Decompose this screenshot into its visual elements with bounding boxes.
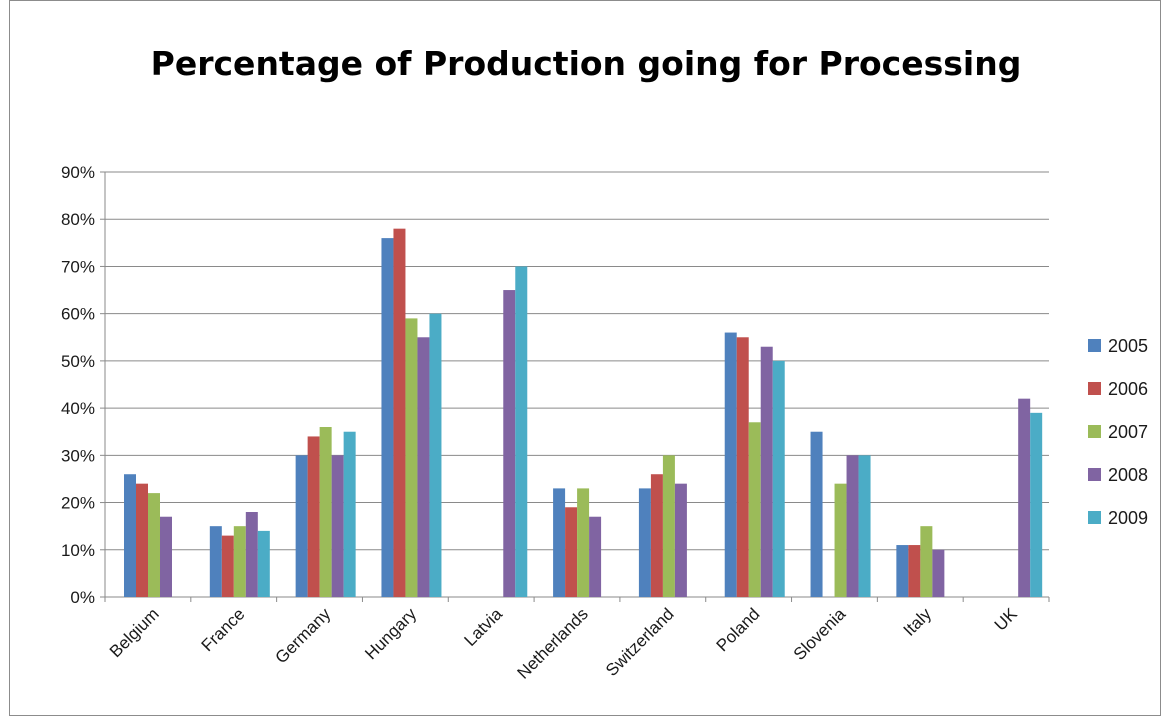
y-tick-label: 60% (61, 305, 95, 324)
bar (343, 431, 356, 597)
y-tick-label: 90% (61, 163, 95, 182)
bar (772, 360, 785, 597)
chart-title: Percentage of Production going for Proce… (151, 44, 1022, 83)
chart-frame: Percentage of Production going for Proce… (9, 0, 1161, 716)
bar (565, 507, 578, 597)
legend-label: 2005 (1108, 336, 1148, 356)
x-tick-label: Belgium (106, 604, 163, 661)
bar (233, 526, 246, 597)
legend-label: 2007 (1108, 422, 1148, 442)
bar (417, 337, 430, 597)
bar-chart: Percentage of Production going for Proce… (61, 44, 1148, 683)
bar (160, 516, 172, 597)
bar (307, 436, 320, 597)
bar (650, 474, 663, 597)
y-tick-label: 70% (61, 257, 95, 276)
bar (381, 238, 394, 597)
bar (209, 526, 222, 597)
x-tick-label: Latvia (460, 604, 506, 650)
y-tick-label: 50% (61, 352, 95, 371)
bar (124, 474, 136, 597)
y-tick-label: 20% (61, 494, 95, 513)
bar (245, 512, 258, 597)
bar (393, 228, 406, 597)
bar (503, 290, 516, 597)
bar (760, 346, 773, 597)
x-tick-label: Netherlands (514, 604, 592, 682)
x-tick-label: Hungary (361, 604, 420, 663)
x-tick-label: Slovenia (790, 604, 850, 664)
bar (638, 488, 651, 597)
legend-swatch (1088, 425, 1101, 438)
x-tick-label: Italy (900, 604, 936, 640)
x-axis-ticks: Belgium France Germany Hungary Latvia Netherl… (104, 597, 1050, 683)
bar (920, 526, 933, 597)
bar (331, 455, 344, 597)
bar (1018, 398, 1031, 597)
bar (810, 431, 823, 597)
bar (429, 313, 442, 597)
legend-swatch (1088, 382, 1101, 395)
x-tick-label: Poland (713, 604, 764, 655)
legend-swatch (1088, 511, 1101, 524)
bars (124, 228, 1043, 597)
bar (858, 455, 871, 597)
x-tick-label: Germany (271, 604, 334, 667)
legend-label: 2009 (1108, 508, 1148, 528)
legend-label: 2006 (1108, 379, 1148, 399)
bar (577, 488, 590, 597)
bar (148, 493, 160, 597)
bar (295, 455, 308, 597)
bar (674, 483, 687, 597)
bar (932, 549, 945, 597)
bar (846, 455, 859, 597)
bar (405, 318, 418, 597)
y-axis-ticks: 0% 10% 20% 30% 40% 50% 60% 70% 80% 90% (61, 163, 95, 607)
x-tick-label: Switzerland (602, 604, 678, 680)
legend-swatch (1088, 468, 1101, 481)
bar (908, 545, 921, 597)
bar (553, 488, 566, 597)
y-tick-label: 80% (61, 210, 95, 229)
bar (724, 332, 737, 597)
bar (736, 337, 749, 597)
bar (136, 483, 148, 597)
y-tick-label: 30% (61, 446, 95, 465)
bar (662, 455, 675, 597)
bar (589, 516, 602, 597)
bar (1030, 412, 1043, 597)
legend-label: 2008 (1108, 465, 1148, 485)
bar (834, 483, 847, 597)
y-tick-label: 10% (61, 541, 95, 560)
bar (748, 422, 761, 597)
y-tick-label: 40% (61, 399, 95, 418)
bar (221, 535, 234, 597)
y-tick-label: 0% (70, 588, 95, 607)
legend: 2005 2006 2007 2008 2009 (1088, 336, 1148, 528)
x-tick-label: France (198, 604, 249, 655)
bar (257, 530, 270, 597)
bar (319, 427, 332, 597)
legend-swatch (1088, 339, 1101, 352)
bar (515, 266, 528, 597)
bar (896, 545, 909, 597)
x-tick-label: UK (991, 604, 1022, 635)
